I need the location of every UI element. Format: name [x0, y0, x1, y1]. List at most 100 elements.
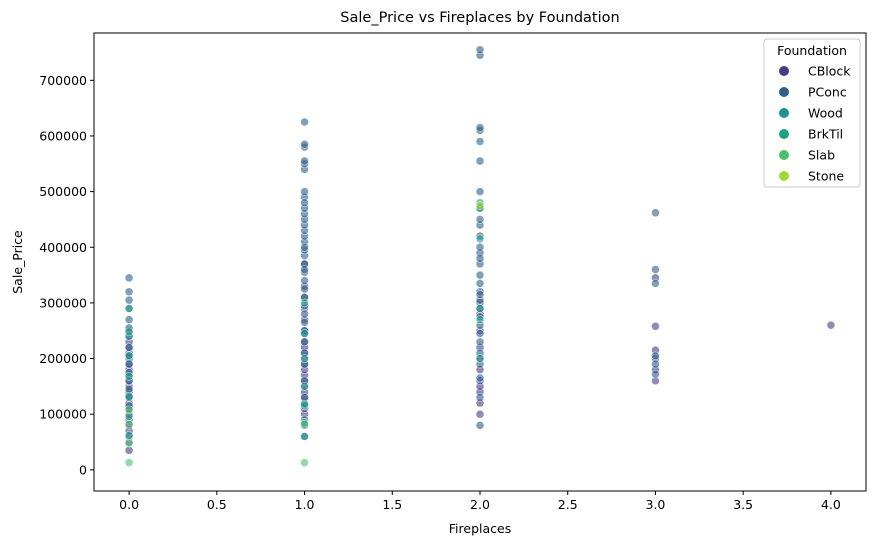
- point-pconc: [475, 393, 485, 402]
- point-pconc: [475, 279, 485, 288]
- chart-title: Sale_Price vs Fireplaces by Foundation: [340, 10, 619, 26]
- point-pconc: [300, 284, 309, 294]
- point-pconc: [475, 337, 485, 347]
- point-slab: [300, 458, 309, 467]
- point-pconc: [475, 45, 485, 55]
- point-pconc: [475, 187, 485, 196]
- point-brktil: [300, 354, 309, 363]
- x-tick-label: 3.5: [733, 497, 753, 512]
- legend-marker-wood: [779, 108, 789, 118]
- point-pconc: [300, 242, 309, 252]
- y-tick-label: 0: [79, 462, 87, 477]
- x-tick-label: 0.0: [119, 497, 139, 512]
- point-pconc: [651, 351, 660, 361]
- x-tick-label: 2.0: [470, 497, 490, 512]
- point-cblock: [826, 320, 836, 330]
- y-tick-label: 400000: [39, 240, 87, 255]
- legend-title: Foundation: [777, 43, 847, 58]
- legend-entries: CBlock PConc Wood BrkTil Slab Stone: [779, 64, 851, 184]
- x-tick-label: 0.5: [207, 497, 227, 512]
- point-pconc: [475, 270, 485, 280]
- x-axis-label: Fireplaces: [449, 521, 511, 536]
- point-wood: [475, 304, 485, 313]
- point-brktil: [124, 431, 134, 440]
- legend-marker-stone: [779, 171, 789, 181]
- point-pconc: [124, 315, 134, 324]
- point-pconc: [300, 265, 309, 274]
- point-brktil: [124, 372, 134, 381]
- legend-label-pconc: PConc: [808, 85, 847, 100]
- point-pconc: [651, 369, 660, 379]
- point-pconc: [475, 123, 485, 132]
- point-pconc: [124, 287, 134, 297]
- point-slab: [124, 405, 134, 415]
- point-brktil: [300, 382, 309, 391]
- point-cblock: [475, 409, 485, 419]
- point-pconc: [300, 337, 309, 347]
- point-pconc: [300, 117, 309, 127]
- legend-label-stone: Stone: [808, 169, 844, 184]
- y-tick-label: 300000: [39, 295, 87, 310]
- point-pconc: [124, 343, 134, 352]
- point-brktil: [300, 298, 309, 308]
- point-cblock: [124, 446, 134, 455]
- point-brktil: [300, 432, 309, 441]
- point-pconc: [475, 156, 485, 166]
- points-layer: [124, 45, 836, 467]
- point-brktil: [124, 392, 134, 401]
- point-brktil: [300, 329, 309, 338]
- y-tick-label: 600000: [39, 128, 87, 143]
- legend-label-brktil: BrkTil: [808, 127, 843, 142]
- point-pconc: [475, 137, 485, 146]
- point-slab: [124, 438, 134, 448]
- point-pconc: [651, 279, 660, 288]
- point-brktil: [124, 327, 134, 337]
- x-axis: 0.0 0.5 1.0 1.5 2.0 2.5 3.0 3.5 4.0: [119, 491, 841, 512]
- legend: Foundation CBlock PConc Wood BrkTil Slab Ston…: [763, 38, 861, 188]
- point-stone: [475, 201, 485, 210]
- x-tick-label: 1.0: [295, 497, 315, 512]
- y-tick-label: 700000: [39, 73, 87, 88]
- point-pconc: [651, 208, 660, 218]
- point-pconc: [475, 329, 485, 338]
- legend-marker-cblock: [779, 66, 789, 76]
- x-tick-label: 4.0: [821, 497, 841, 512]
- point-pconc: [475, 242, 485, 252]
- x-tick-label: 3.0: [646, 497, 666, 512]
- legend-marker-brktil: [779, 129, 789, 139]
- point-pconc: [651, 359, 660, 369]
- point-pconc: [124, 295, 134, 305]
- point-pconc: [300, 156, 309, 166]
- point-pconc: [475, 373, 485, 383]
- point-pconc: [475, 254, 485, 263]
- legend-label-slab: Slab: [808, 148, 835, 163]
- point-brktil: [475, 354, 485, 363]
- y-tick-label: 500000: [39, 184, 87, 199]
- legend-marker-pconc: [779, 87, 789, 97]
- point-pconc: [300, 309, 309, 319]
- point-pconc: [300, 140, 309, 149]
- point-brktil: [124, 351, 134, 361]
- point-pconc: [300, 276, 309, 285]
- point-pconc: [124, 273, 134, 283]
- point-pconc: [300, 318, 309, 327]
- legend-label-cblock: CBlock: [808, 64, 851, 79]
- point-slab: [124, 419, 134, 429]
- legend-box: [763, 38, 861, 188]
- point-pconc: [124, 384, 134, 394]
- point-brktil: [475, 315, 485, 324]
- legend-label-wood: Wood: [808, 106, 843, 121]
- point-pconc: [300, 198, 309, 208]
- x-tick-label: 1.5: [382, 497, 402, 512]
- point-brktil: [300, 399, 309, 409]
- point-brktil: [475, 234, 485, 244]
- y-tick-label: 200000: [39, 351, 87, 366]
- point-pconc: [651, 265, 660, 274]
- y-axis: 0 100000 200000 300000 400000 500000 600000 700…: [39, 73, 94, 477]
- point-pconc: [475, 290, 485, 299]
- point-pconc: [300, 187, 309, 196]
- point-slab: [300, 419, 309, 429]
